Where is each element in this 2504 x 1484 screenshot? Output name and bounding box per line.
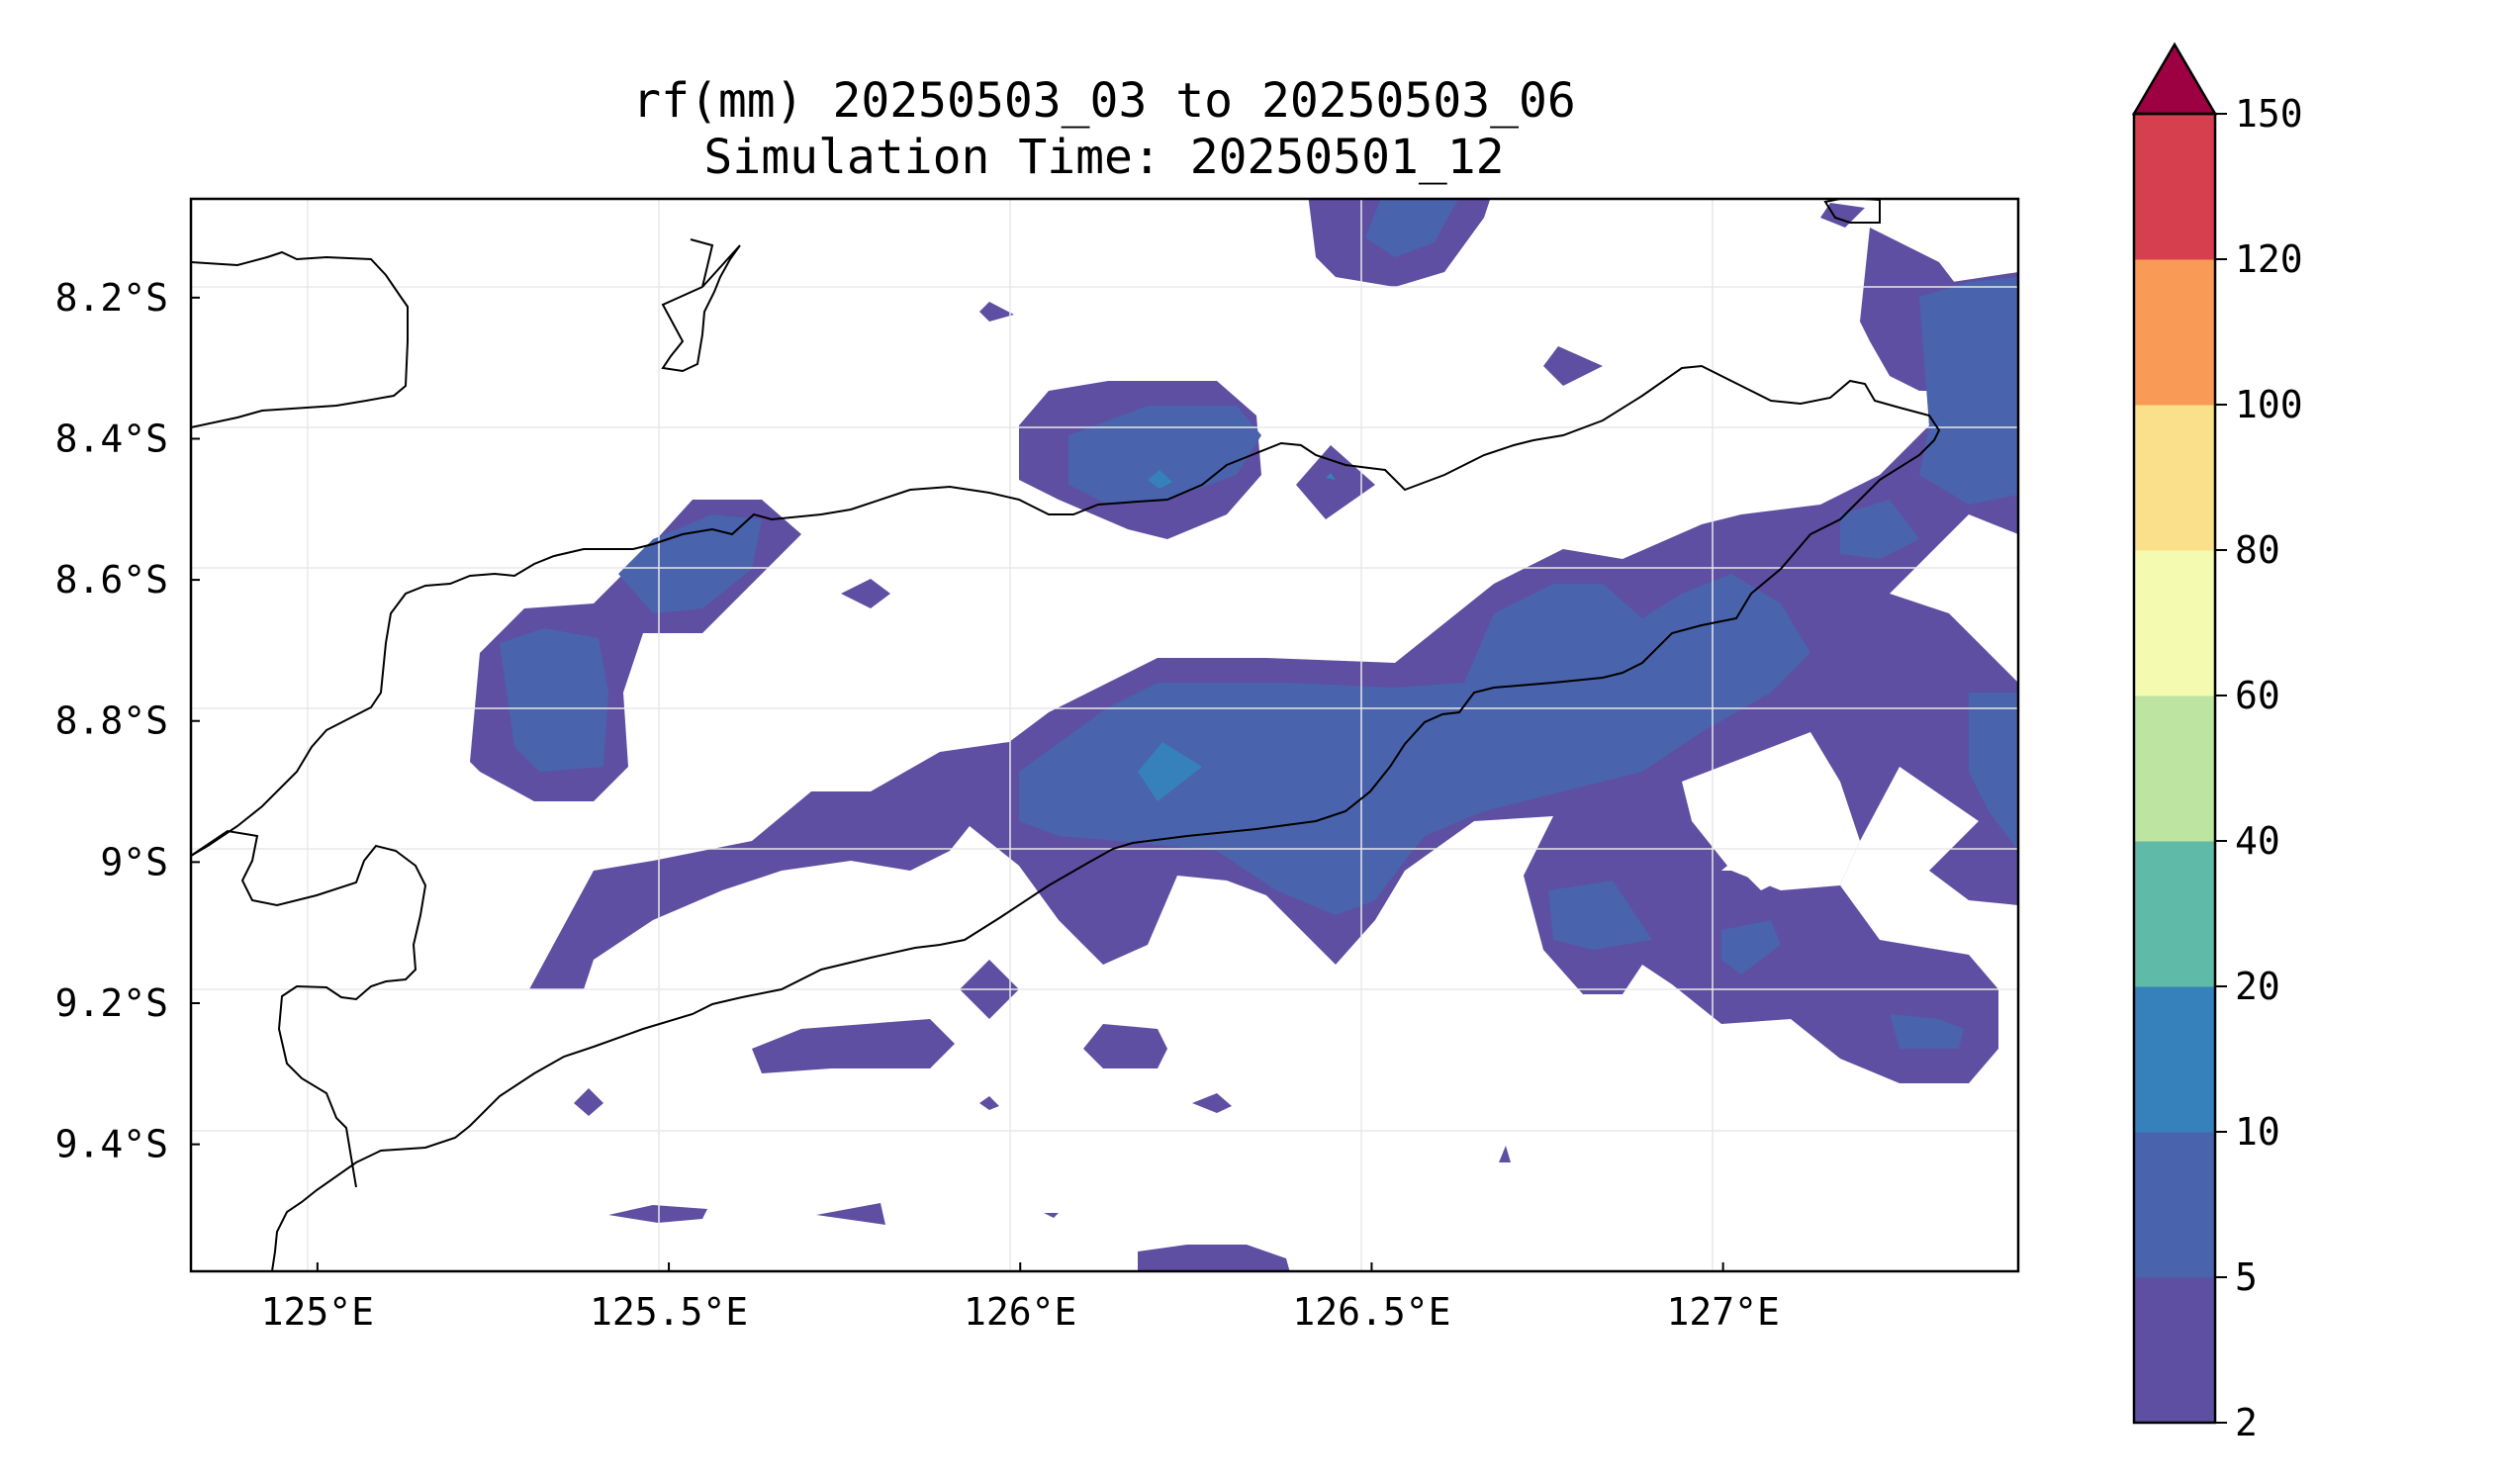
rainfall-contours	[470, 199, 2018, 1271]
colorbar-tick-label: 60	[2235, 674, 2280, 717]
map-area: 125°E 125.5°E 126°E 126.5°E 127°E 8.2°S 8.4°S…	[55, 197, 2020, 1334]
colorbar-band	[2134, 114, 2215, 260]
colorbar-band	[2134, 696, 2215, 842]
colorbar-band	[2134, 405, 2215, 551]
colorbar-tick-label: 80	[2235, 528, 2280, 572]
y-tick-label: 9.4°S	[55, 1123, 168, 1166]
title-line-1: rf(mm) 20250503_03 to 20250503_06	[632, 73, 1576, 129]
colorbar-ticks: 2 5 10 20 40 60 80 100 120 150	[2215, 92, 2303, 1444]
y-axis-ticks: 8.2°S 8.4°S 8.6°S 8.8°S 9°S 9.2°S 9.4°S	[55, 276, 200, 1166]
y-tick-label: 8.2°S	[55, 276, 168, 320]
x-axis-ticks: 125°E 125.5°E 126°E 126.5°E 127°E	[261, 1262, 1780, 1334]
colorbar-tick-label: 20	[2235, 965, 2280, 1008]
x-tick-label: 126.5°E	[1292, 1290, 1450, 1334]
colorbar-tick-label: 100	[2235, 383, 2303, 426]
title-line-2: Simulation Time: 20250501_12	[703, 130, 1504, 185]
y-tick-label: 8.6°S	[55, 558, 168, 602]
colorbar-tick-label: 120	[2235, 237, 2303, 281]
map-frame	[189, 197, 2020, 1273]
rainfall-band-2-5	[470, 199, 2018, 1271]
y-tick-label: 8.4°S	[55, 417, 168, 460]
colorbar-tick-label: 5	[2235, 1255, 2258, 1299]
colorbar-band	[2134, 1132, 2215, 1278]
colorbar-band	[2134, 1277, 2215, 1424]
colorbar-tick-label: 2	[2235, 1401, 2258, 1444]
y-tick-label: 9°S	[100, 840, 168, 883]
rainfall-band-5-10	[500, 199, 2018, 1049]
colorbar-band	[2134, 550, 2215, 696]
colorbar-bands	[2134, 114, 2215, 1424]
colorbar-band	[2134, 986, 2215, 1133]
colorbar-extend-arrow	[2131, 42, 2218, 116]
gridlines	[191, 199, 2018, 1271]
colorbar-tick-label: 10	[2235, 1110, 2280, 1154]
coastlines	[191, 199, 1941, 1271]
x-tick-label: 125°E	[261, 1290, 374, 1334]
rainfall-band-10-20	[1138, 470, 1336, 801]
x-tick-label: 127°E	[1666, 1290, 1779, 1334]
x-tick-label: 125.5°E	[590, 1290, 748, 1334]
x-tick-label: 126°E	[964, 1290, 1076, 1334]
colorbar-band	[2134, 841, 2215, 987]
colorbar-tick-label: 40	[2235, 819, 2280, 863]
colorbar-frame	[2132, 112, 2217, 1425]
y-tick-label: 8.8°S	[55, 699, 168, 743]
y-tick-label: 9.2°S	[55, 981, 168, 1025]
colorbar-band	[2134, 259, 2215, 406]
colorbar: 2 5 10 20 40 60 80 100 120 150	[2131, 42, 2303, 1444]
colorbar-tick-label: 150	[2235, 92, 2303, 136]
